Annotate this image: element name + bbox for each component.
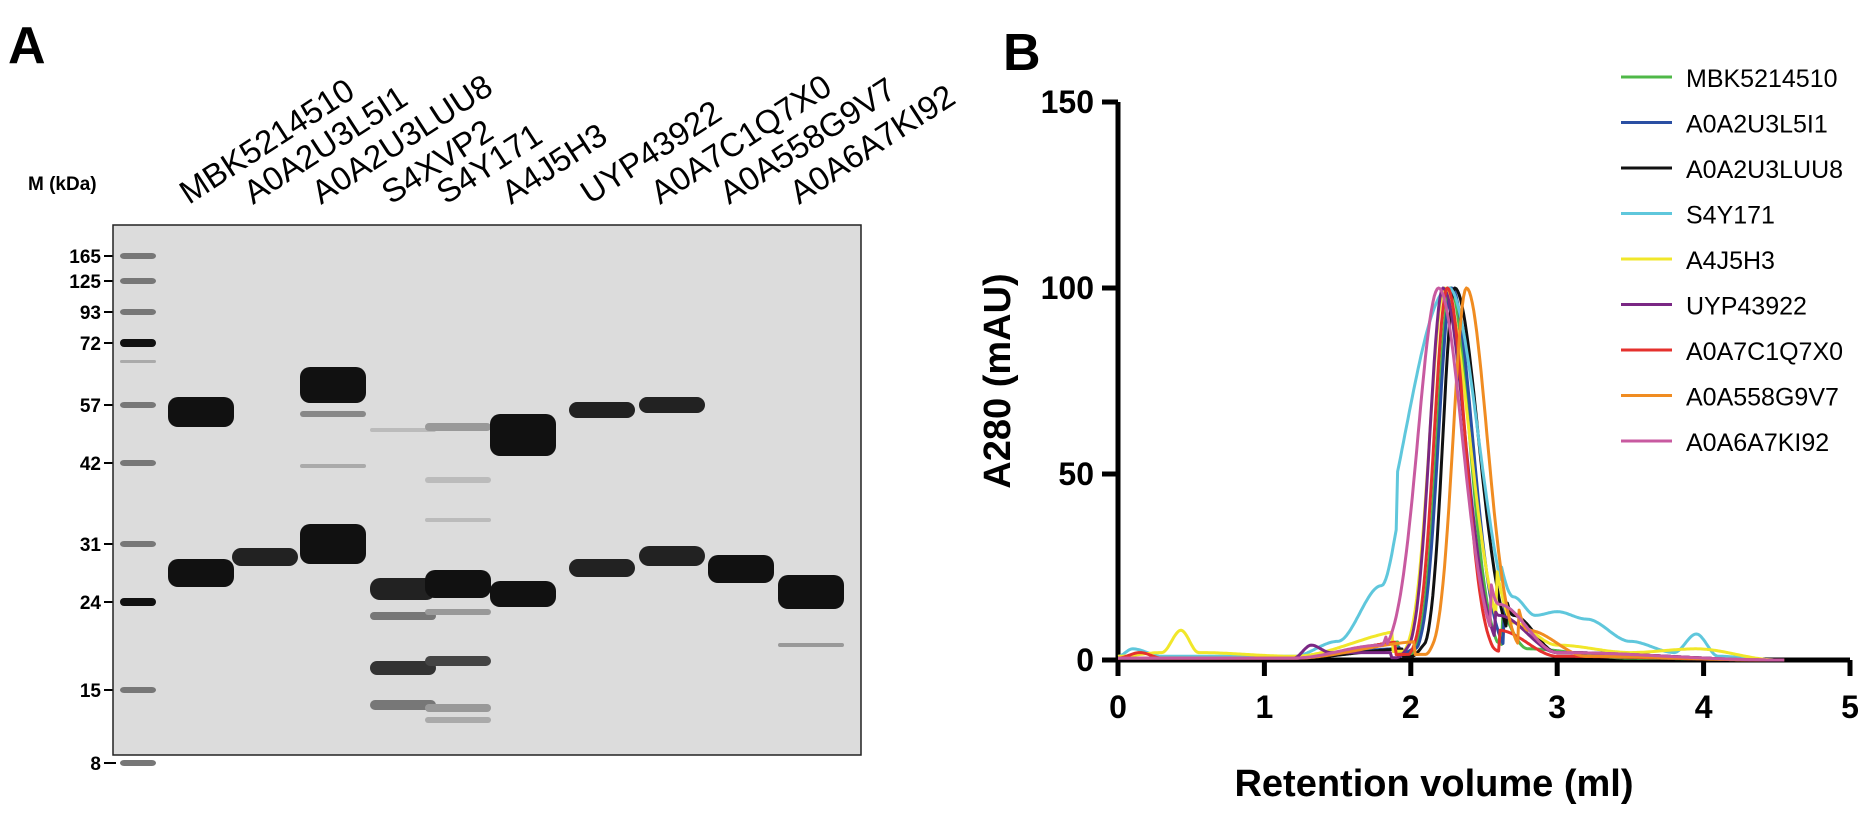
gel-band	[370, 700, 436, 710]
ladder-band	[120, 278, 156, 284]
ladder-band	[120, 687, 156, 693]
gel-band	[232, 548, 298, 566]
gel-band	[778, 643, 844, 647]
ladder-band	[120, 339, 156, 347]
gel-band	[425, 656, 491, 666]
ladder-band	[120, 760, 156, 766]
series-line	[1117, 286, 1785, 662]
ladder-band	[120, 541, 156, 547]
marker-size-label: 93	[80, 303, 101, 324]
legend-label: A0A2U3L5I1	[1686, 111, 1828, 139]
ladder-band	[120, 460, 156, 466]
gel-image	[112, 224, 862, 756]
gel-band	[300, 524, 366, 564]
ladder-band	[120, 402, 156, 408]
panel-a-letter: A	[8, 17, 46, 75]
marker-size-label: 15	[80, 681, 102, 702]
marker-size-label: 31	[80, 535, 102, 556]
gel-band	[425, 717, 491, 723]
gel-band	[569, 559, 635, 577]
x-axis-title: Retention volume (ml)	[1234, 763, 1633, 805]
series-line	[1118, 286, 1785, 662]
gel-band	[370, 612, 436, 620]
marker-size-label: 125	[69, 272, 101, 293]
y-tick-label: 100	[1041, 270, 1094, 306]
gel-band	[425, 477, 491, 483]
legend-label: A0A6A7KI92	[1686, 429, 1829, 457]
x-tick-label: 5	[1841, 689, 1859, 725]
gel-band	[425, 570, 491, 598]
gel-band	[639, 546, 705, 566]
gel-band	[370, 661, 436, 675]
gel-band	[168, 559, 234, 587]
legend-label: MBK5214510	[1686, 65, 1838, 93]
y-tick-label: 0	[1076, 642, 1094, 678]
gel-band	[639, 397, 705, 413]
y-tick-label: 150	[1041, 84, 1094, 120]
marker-labels: 165 125 93 72 57 42 31 24 15 8	[69, 247, 116, 775]
gel-band	[300, 411, 366, 417]
legend-label: S4Y171	[1686, 202, 1775, 230]
legend-label: A0A7C1Q7X0	[1686, 338, 1843, 366]
gel-band	[370, 428, 436, 432]
gel-band	[490, 414, 556, 456]
legend-label: A4J5H3	[1686, 247, 1775, 275]
gel-band	[370, 578, 436, 600]
x-tick-label: 2	[1402, 689, 1420, 725]
x-tick-label: 0	[1109, 689, 1127, 725]
legend-label: UYP43922	[1686, 293, 1807, 321]
ladder-band	[120, 309, 156, 315]
gel-band	[708, 555, 774, 583]
panel-b-letter: B	[1003, 24, 1041, 82]
gel-band	[425, 609, 491, 615]
ladder-band	[120, 598, 156, 606]
gel-band	[300, 367, 366, 403]
y-tick-label: 50	[1058, 456, 1094, 492]
gel-band	[569, 402, 635, 418]
marker-size-label: 42	[80, 454, 101, 475]
gel-band	[425, 423, 491, 431]
x-tick-label: 3	[1548, 689, 1566, 725]
sec-chart: 0 50 100 150 0 1 2 3 4 5 Retention volume (ml) A280…	[977, 84, 1859, 805]
gel-band	[300, 464, 366, 468]
marker-size-label: 8	[90, 754, 101, 775]
marker-size-label: 57	[80, 396, 101, 417]
gel-band	[168, 397, 234, 427]
ladder-band	[120, 360, 156, 363]
legend-label: A0A2U3LUU8	[1686, 156, 1843, 184]
gel-band	[425, 704, 491, 712]
gel-band	[490, 581, 556, 607]
gel-band	[778, 575, 844, 609]
chart-legend: MBK5214510 A0A2U3L5I1 A0A2U3LUU8 S4Y171 A4J5…	[1621, 65, 1843, 457]
lane-labels: MBK5214510A0A2U3L5I1A0A2U3LUU8S4XVP2S4Y1…	[173, 67, 962, 211]
marker-size-label: 24	[80, 593, 102, 614]
y-axis-title: A280 (mAU)	[977, 273, 1019, 488]
marker-size-label: 72	[80, 334, 101, 355]
gel-band	[425, 518, 491, 522]
gel-bands	[120, 253, 844, 766]
ladder-band	[120, 253, 156, 259]
marker-header: M (kDa)	[28, 174, 97, 195]
marker-size-label: 165	[69, 247, 101, 268]
x-tick-label: 1	[1256, 689, 1274, 725]
x-tick-label: 4	[1695, 689, 1713, 725]
legend-label: A0A558G9V7	[1686, 384, 1839, 412]
